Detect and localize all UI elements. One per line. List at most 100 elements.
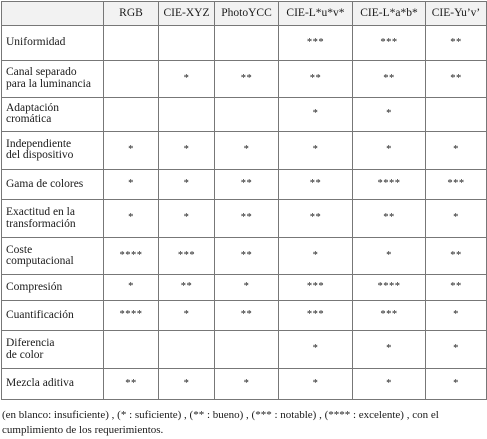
row-label: Mezcla aditiva xyxy=(1,368,104,400)
row-label: Gama de colores xyxy=(1,169,104,200)
rating-cell xyxy=(158,97,215,132)
row-label-line: Exactitud en la xyxy=(6,206,75,219)
rating-cell: * xyxy=(425,300,487,331)
rating-cell: * xyxy=(158,368,215,400)
rating-cell: *** xyxy=(425,169,487,200)
rating-cell: * xyxy=(103,198,159,239)
row-label: Adaptación cromática xyxy=(1,97,104,132)
legend-line: (en blanco: insuficiente) , (* : suficie… xyxy=(2,409,439,421)
header-cell: CIE-XYZ xyxy=(158,1,215,26)
rating-cell: ** xyxy=(103,368,159,400)
rating-cell: ** xyxy=(214,198,279,239)
rating-cell: **** xyxy=(352,273,426,302)
rating-cell: * xyxy=(214,368,279,400)
rating-cell: *** xyxy=(352,25,426,61)
row-label: Exactitud en la transformación xyxy=(1,198,104,239)
legend-line: cumplimiento de los requerimientos. xyxy=(2,424,164,436)
rating-cell: **** xyxy=(103,300,159,331)
rating-cell: *** xyxy=(278,25,353,61)
row-label: Independiente del dispositivo xyxy=(1,130,104,171)
rating-cell xyxy=(214,25,279,61)
row-label-line: computacional xyxy=(6,255,74,268)
row-label: Coste computacional xyxy=(1,237,104,275)
rating-cell: *** xyxy=(352,300,426,331)
rating-cell: * xyxy=(103,273,159,302)
table-row: Canal separado para la luminancia * ** ** ** *… xyxy=(1,59,487,99)
row-label-line: Independiente xyxy=(6,137,72,150)
rating-cell: * xyxy=(278,329,353,370)
rating-cell: * xyxy=(278,368,353,400)
rating-cell: ** xyxy=(425,273,487,302)
row-label-line: para la luminancia xyxy=(6,77,91,90)
rating-cell: ** xyxy=(278,59,353,99)
rating-cell: ** xyxy=(214,59,279,99)
row-label: Canal separado para la luminancia xyxy=(1,59,104,99)
row-label-line: Diferencia xyxy=(6,337,55,350)
rating-cell: * xyxy=(425,368,487,400)
rating-cell xyxy=(214,97,279,132)
legend-note: (en blanco: insuficiente) , (* : suficie… xyxy=(2,408,486,438)
rating-cell: ** xyxy=(214,169,279,200)
rating-cell: * xyxy=(158,169,215,200)
row-label: Compresión xyxy=(1,273,104,302)
rating-cell: ** xyxy=(278,169,353,200)
rating-cell xyxy=(158,25,215,61)
rating-cell: ** xyxy=(214,237,279,275)
rating-cell: * xyxy=(425,198,487,239)
table-row: Compresión * ** * *** **** ** xyxy=(1,273,487,302)
row-label-line: Cuantificación xyxy=(6,308,74,321)
row-label-line: transformación xyxy=(6,217,76,230)
table-row: Diferencia de color * * * xyxy=(1,329,487,370)
table-row: Exactitud en la transformación * * ** ** ** * xyxy=(1,198,487,239)
row-label-line: Gama de colores xyxy=(6,177,84,190)
rating-cell: * xyxy=(158,130,215,171)
rating-cell xyxy=(158,329,215,370)
header-cell xyxy=(1,1,104,26)
rating-cell: * xyxy=(352,329,426,370)
row-label-line: Canal separado xyxy=(6,66,77,79)
rating-cell: ** xyxy=(352,198,426,239)
rating-cell: **** xyxy=(352,169,426,200)
header-row: RGB CIE-XYZ PhotoYCC CIE-L*u*v* CIE-L*a*… xyxy=(1,1,487,26)
table-body: Uniformidad *** *** ** Canal separado para la… xyxy=(1,25,487,400)
header-cell: CIE-Yu’v’ xyxy=(425,1,487,26)
row-label-line: Adaptación xyxy=(6,101,60,114)
row-label-line: del dispositivo xyxy=(6,149,74,162)
row-label-line: Uniformidad xyxy=(6,36,66,49)
row-label-line: Mezcla aditiva xyxy=(6,377,75,390)
row-label: Cuantificación xyxy=(1,300,104,331)
row-label-line: Compresión xyxy=(6,280,63,293)
table-row: Independiente del dispositivo * * * * * * xyxy=(1,130,487,171)
rating-cell: * xyxy=(214,130,279,171)
rating-cell: ** xyxy=(158,273,215,302)
rating-cell: ** xyxy=(425,25,487,61)
rating-cell: *** xyxy=(278,300,353,331)
table-row: Cuantificación **** * ** *** *** * xyxy=(1,300,487,331)
rating-cell: * xyxy=(352,237,426,275)
rating-cell: * xyxy=(352,130,426,171)
rating-cell: *** xyxy=(278,273,353,302)
rating-cell: * xyxy=(352,368,426,400)
rating-cell xyxy=(103,59,159,99)
header-cell: PhotoYCC xyxy=(214,1,279,26)
rating-cell xyxy=(103,97,159,132)
row-label-line: de color xyxy=(6,348,44,361)
rating-cell: * xyxy=(158,198,215,239)
rating-cell: * xyxy=(278,97,353,132)
rating-cell: ** xyxy=(278,198,353,239)
rating-cell: ** xyxy=(425,59,487,99)
rating-cell xyxy=(103,25,159,61)
rating-cell: ** xyxy=(425,237,487,275)
row-label: Diferencia de color xyxy=(1,329,104,370)
rating-cell: * xyxy=(214,273,279,302)
header-cell: RGB xyxy=(103,1,159,26)
rating-cell xyxy=(214,329,279,370)
rating-cell xyxy=(425,97,487,132)
rating-cell xyxy=(103,329,159,370)
rating-cell: * xyxy=(352,97,426,132)
comparison-table: RGB CIE-XYZ PhotoYCC CIE-L*u*v* CIE-L*a*… xyxy=(1,1,487,400)
rating-cell: * xyxy=(278,237,353,275)
table-row: Coste computacional **** *** ** * * ** xyxy=(1,237,487,275)
rating-cell: ** xyxy=(352,59,426,99)
